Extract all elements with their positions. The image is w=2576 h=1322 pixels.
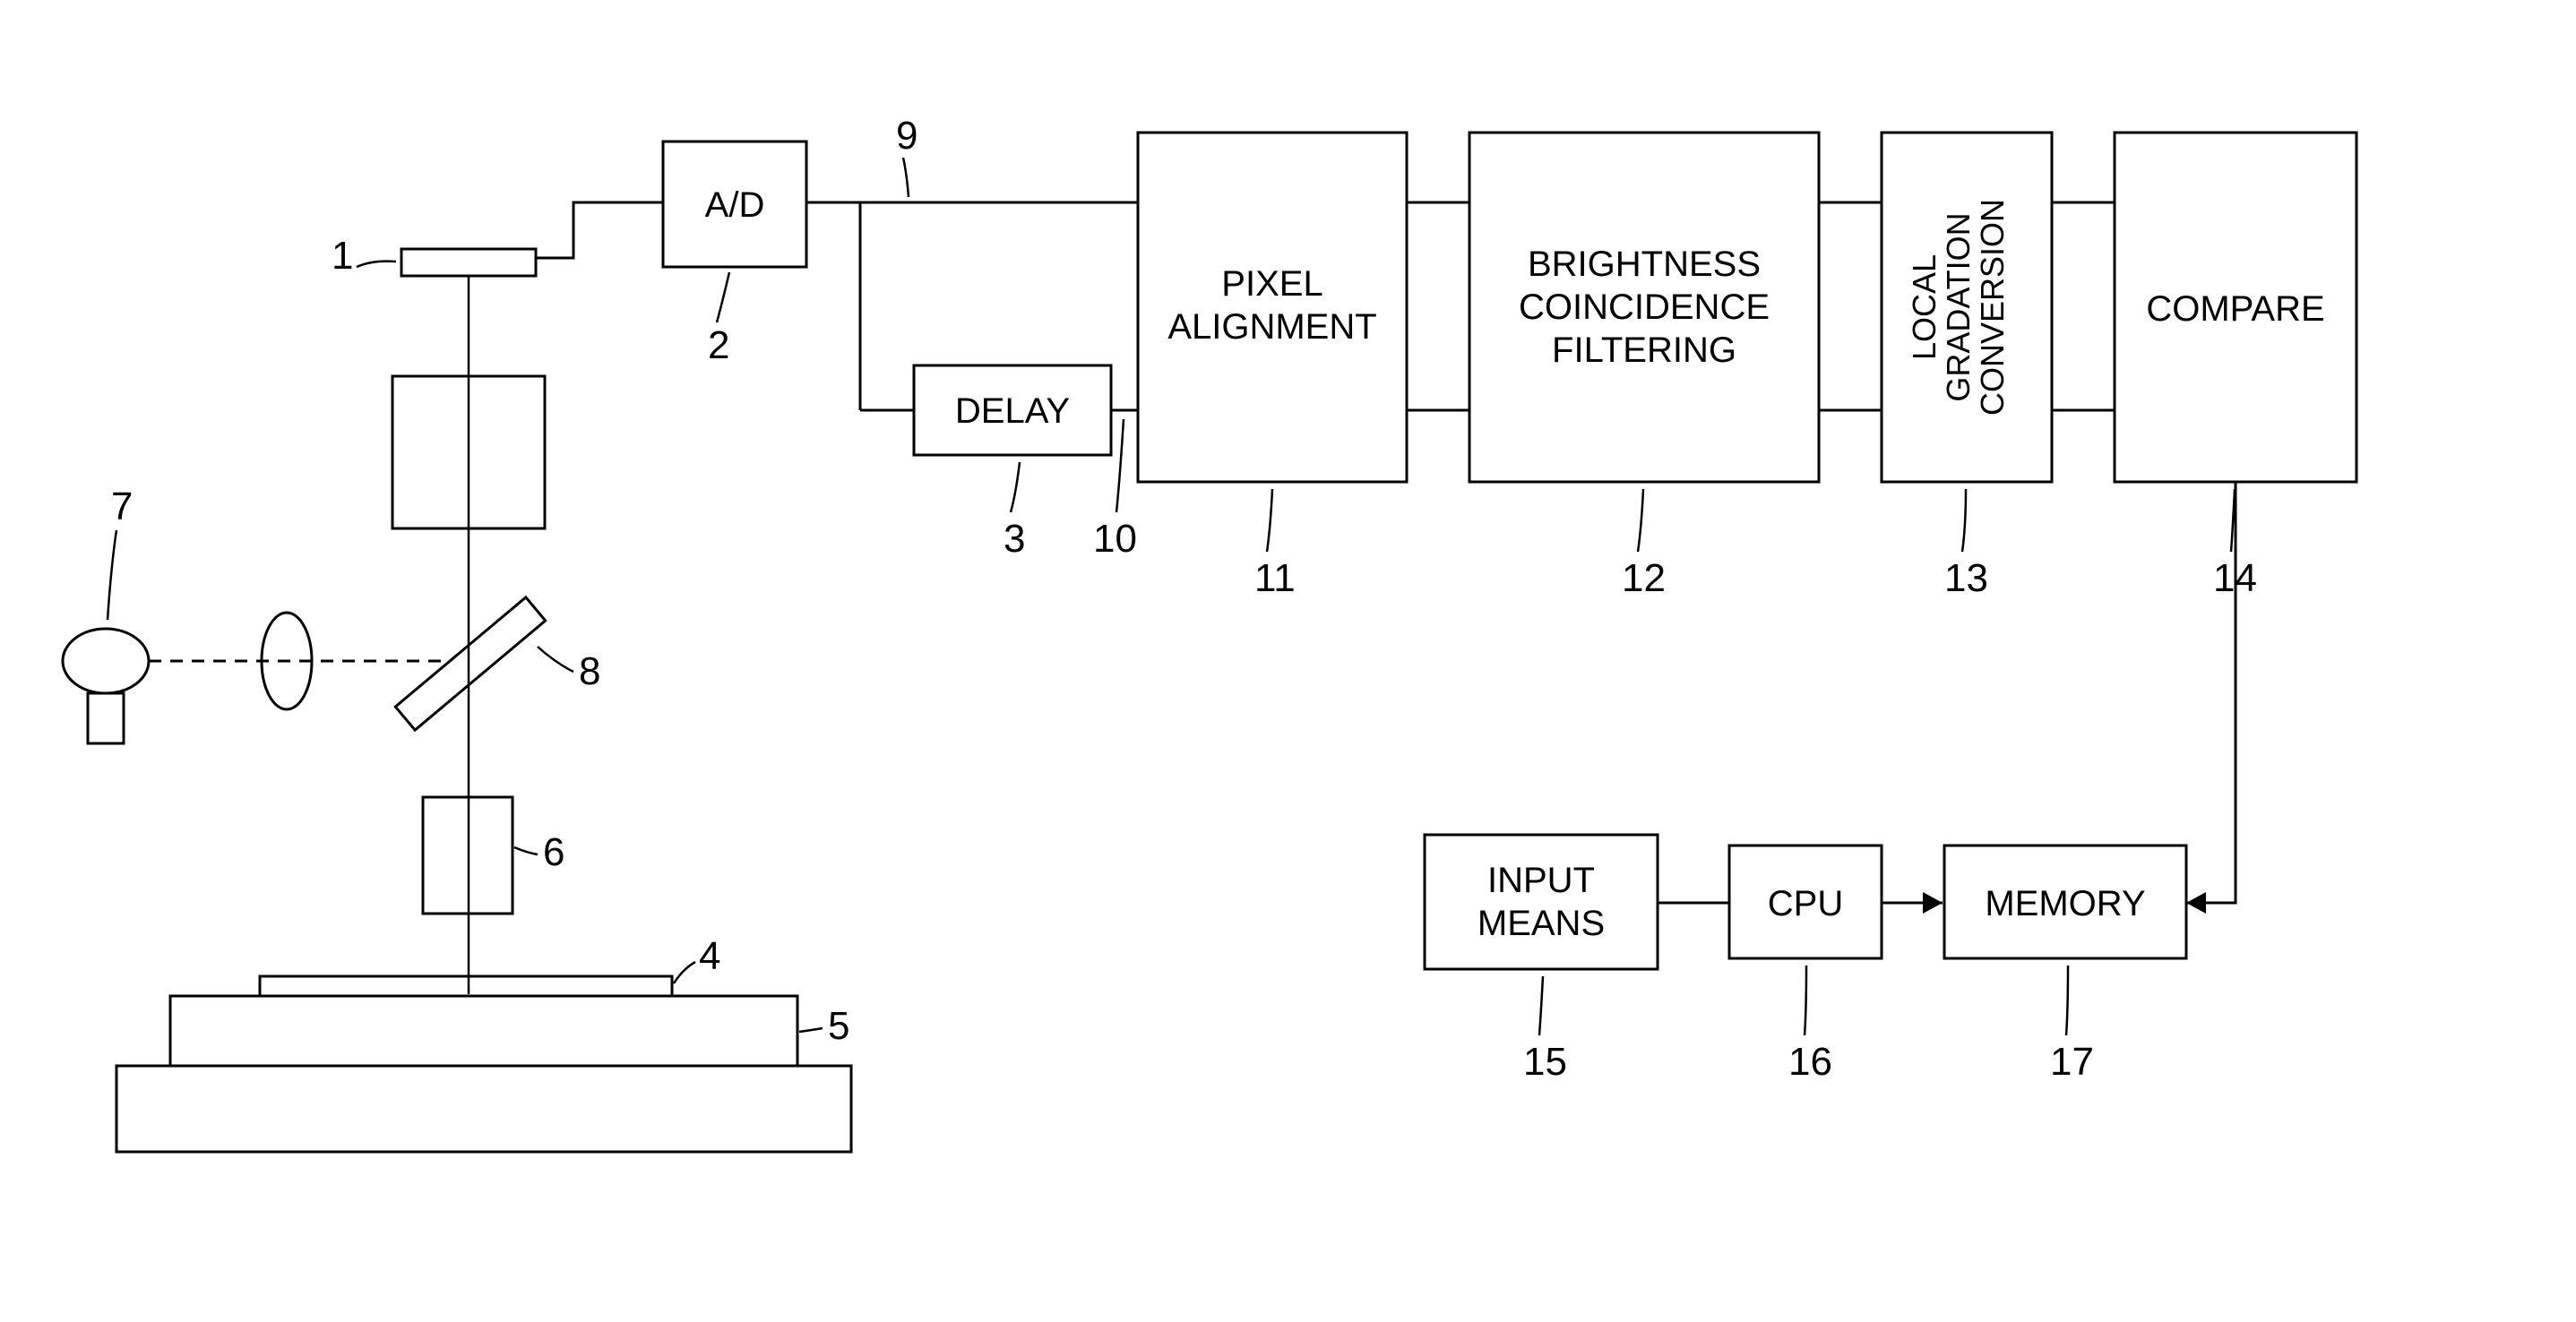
leader-7 bbox=[108, 530, 116, 620]
ref-16: 16 bbox=[1788, 1040, 1832, 1084]
leader-2 bbox=[717, 272, 729, 322]
ref-13: 13 bbox=[1944, 556, 1988, 600]
cpu-label: CPU bbox=[1768, 884, 1843, 923]
compare-to-memory-arrow bbox=[2186, 892, 2206, 914]
leader-1 bbox=[357, 262, 396, 267]
ref-8: 8 bbox=[579, 649, 600, 693]
ref-9: 9 bbox=[896, 114, 918, 158]
ref-3: 3 bbox=[1004, 517, 1025, 561]
light-source bbox=[63, 629, 149, 743]
input-means-block bbox=[1425, 835, 1658, 969]
ref-14: 14 bbox=[2213, 556, 2257, 600]
leader-10 bbox=[1116, 419, 1124, 512]
leader-4 bbox=[674, 962, 695, 983]
bcf-line3: FILTERING bbox=[1552, 330, 1736, 370]
lgc-line1: LOCAL bbox=[1906, 254, 1943, 360]
leader-17 bbox=[2066, 966, 2068, 1035]
leader-6 bbox=[514, 847, 538, 854]
sensor-to-ad-line bbox=[536, 202, 663, 258]
lgc-line2: GRADATION bbox=[1940, 212, 1977, 401]
delay-label: DELAY bbox=[955, 391, 1070, 431]
leader-3 bbox=[1011, 462, 1020, 512]
ref-15: 15 bbox=[1523, 1040, 1567, 1084]
image-sensor bbox=[401, 249, 536, 276]
ref-1: 1 bbox=[332, 234, 353, 278]
ref-7: 7 bbox=[111, 485, 133, 528]
pixel-alignment-line2: ALIGNMENT bbox=[1167, 307, 1376, 347]
leader-11 bbox=[1267, 489, 1272, 552]
input-means-line2: MEANS bbox=[1478, 904, 1605, 943]
stage-top bbox=[170, 996, 797, 1066]
leader-8 bbox=[538, 647, 573, 672]
ref-12: 12 bbox=[1622, 556, 1666, 600]
ref-5: 5 bbox=[828, 1004, 849, 1048]
ref-17: 17 bbox=[2050, 1040, 2094, 1084]
leader-12 bbox=[1638, 489, 1643, 552]
stage-base bbox=[116, 1066, 851, 1152]
memory-label: MEMORY bbox=[1985, 884, 2145, 923]
leader-5 bbox=[799, 1028, 823, 1032]
ref-6: 6 bbox=[543, 830, 564, 874]
input-means-line1: INPUT bbox=[1487, 861, 1595, 900]
bcf-line2: COINCIDENCE bbox=[1519, 288, 1770, 327]
leader-14 bbox=[2231, 489, 2235, 552]
beam-splitter bbox=[395, 597, 545, 730]
ref-2: 2 bbox=[708, 323, 729, 367]
leader-16 bbox=[1805, 966, 1806, 1035]
leader-13 bbox=[1962, 489, 1966, 552]
ref-10: 10 bbox=[1093, 517, 1137, 561]
ref-4: 4 bbox=[699, 934, 720, 978]
ad-label: A/D bbox=[705, 185, 765, 225]
ref-11: 11 bbox=[1254, 556, 1296, 600]
leader-9 bbox=[903, 158, 909, 197]
lgc-line3: CONVERSION bbox=[1974, 199, 2011, 416]
bcf-line1: BRIGHTNESS bbox=[1528, 245, 1761, 284]
compare-label: COMPARE bbox=[2146, 289, 2324, 329]
compare-to-memory-line bbox=[2186, 482, 2236, 903]
leader-15 bbox=[1539, 976, 1543, 1035]
pixel-alignment-line1: PIXEL bbox=[1221, 264, 1322, 304]
cpu-to-memory-arrow bbox=[1923, 892, 1943, 914]
sample-wafer bbox=[260, 976, 672, 996]
